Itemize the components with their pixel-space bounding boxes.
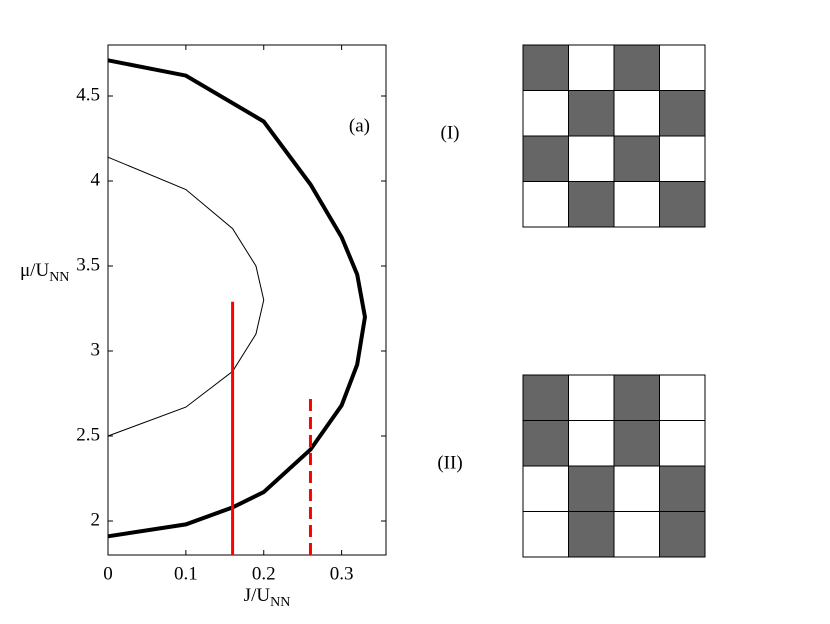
- lattice-cell: [522, 420, 569, 467]
- lattice-cell: [522, 465, 569, 512]
- x-tick-label: 0.2: [252, 563, 276, 584]
- y-axis-label: μ/UNN: [20, 260, 69, 285]
- lattice-cell: [568, 374, 615, 421]
- lattice-cell: [568, 181, 615, 228]
- lattice-cell: [659, 90, 706, 137]
- lattice-cell: [613, 44, 660, 91]
- lattice-cell: [568, 135, 615, 182]
- plot-frame: [107, 44, 387, 556]
- x-tick-label: 0.1: [174, 563, 198, 584]
- lattice-cell: [659, 44, 706, 91]
- lattice-cell: [568, 465, 615, 512]
- lattice-cell: [613, 135, 660, 182]
- lattice-cell: [613, 420, 660, 467]
- y-tick-label: 4.5: [76, 84, 100, 105]
- lattice-cell: [659, 465, 706, 512]
- annotation: (a): [349, 115, 370, 136]
- lattice-cell: [613, 511, 660, 558]
- lattice-cell: [659, 374, 706, 421]
- lattice-cell: [659, 135, 706, 182]
- curve: [107, 58, 368, 539]
- lattice-cell: [613, 181, 660, 228]
- lattice-cell: [568, 44, 615, 91]
- lattice-cell: [522, 90, 569, 137]
- x-axis-label-text: J/U: [244, 585, 271, 606]
- curve: [107, 156, 265, 437]
- lattice-cell: [568, 90, 615, 137]
- lattice-cell: [568, 511, 615, 558]
- lattice-cell: [613, 465, 660, 512]
- y-tick-label: 3: [91, 339, 101, 360]
- lattice-cell: [568, 420, 615, 467]
- y-tick-label: 3.5: [76, 254, 100, 275]
- y-tick-label: 2.5: [76, 424, 100, 445]
- lattice-cell: [522, 135, 569, 182]
- lattice-cell: [659, 420, 706, 467]
- x-tick-label: 0: [103, 563, 113, 584]
- lattice-cell: [522, 181, 569, 228]
- x-axis-label: J/UNN: [244, 585, 291, 610]
- y-axis-label-sub: NN: [49, 270, 69, 285]
- panel-label: (II): [437, 452, 462, 473]
- lattice-cell: [613, 374, 660, 421]
- lattice-cell: [613, 90, 660, 137]
- lattice-cell: [659, 181, 706, 228]
- x-tick-label: 0.3: [330, 563, 354, 584]
- lattice-cell: [522, 44, 569, 91]
- y-tick-label: 2: [91, 509, 101, 530]
- lattice-cell: [659, 511, 706, 558]
- panel-label: (I): [441, 122, 460, 143]
- lattice-cell: [522, 511, 569, 558]
- x-axis-label-sub: NN: [270, 595, 290, 610]
- y-tick-label: 4: [91, 169, 101, 190]
- y-axis-label-text: μ/U: [20, 260, 49, 281]
- lattice-cell: [522, 374, 569, 421]
